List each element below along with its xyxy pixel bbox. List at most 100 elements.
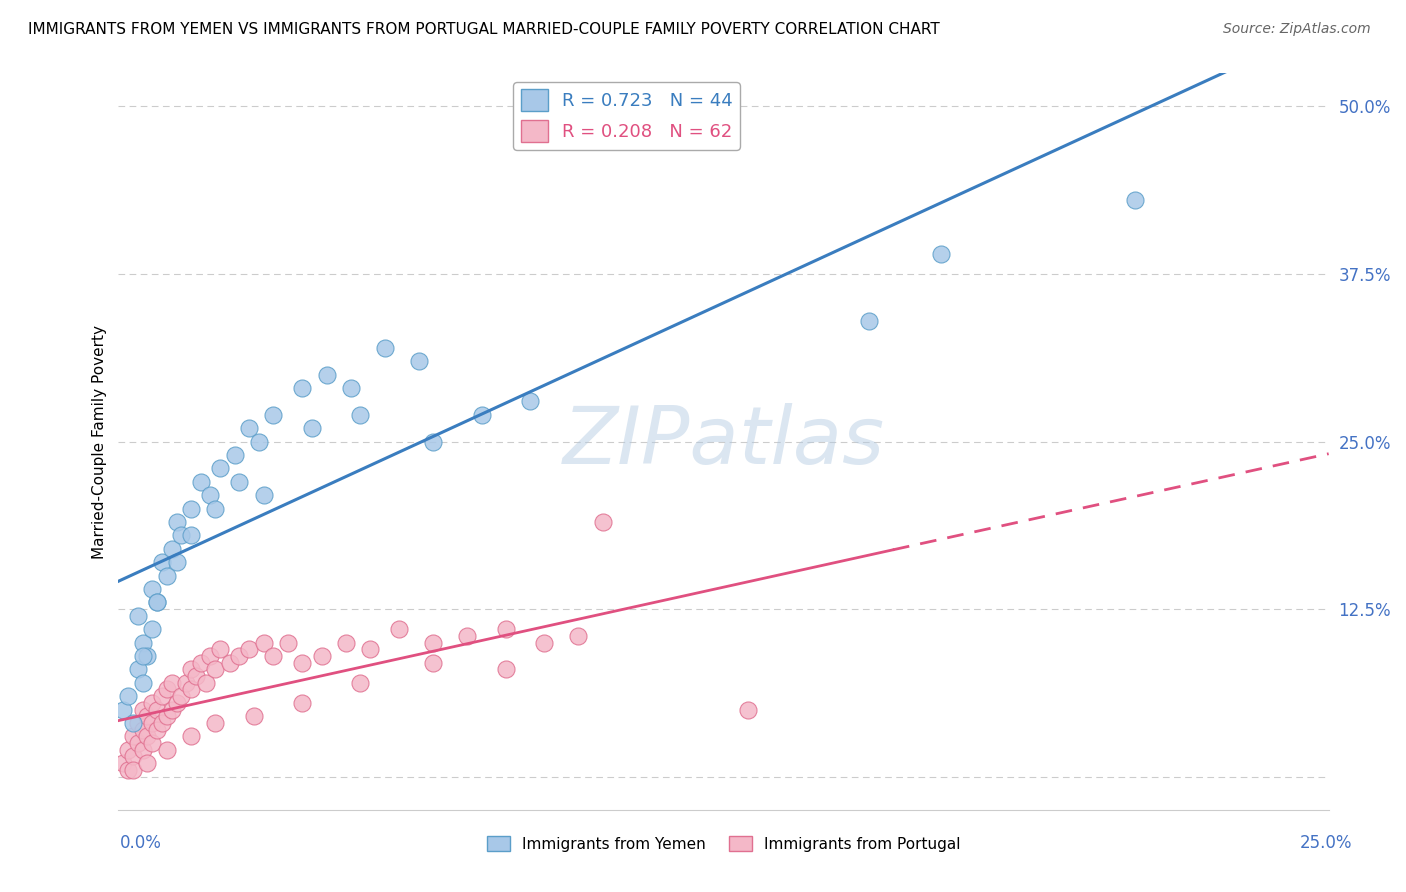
Point (150, 555, 173, 569)
Point (180, 730, 202, 744)
Point (592, 515, 614, 529)
Point (141, 622, 163, 636)
Point (238, 421, 260, 435)
Point (204, 662, 226, 676)
Point (349, 408, 371, 422)
Point (156, 682, 179, 697)
Text: IMMIGRANTS FROM YEMEN VS IMMIGRANTS FROM PORTUGAL MARRIED-COUPLE FAMILY POVERTY : IMMIGRANTS FROM YEMEN VS IMMIGRANTS FROM… (28, 22, 939, 37)
Point (359, 642, 381, 657)
Point (146, 595, 169, 609)
Point (174, 675, 197, 690)
Point (374, 341, 396, 355)
Point (141, 716, 163, 731)
Point (131, 675, 153, 690)
Point (112, 702, 135, 716)
Point (166, 515, 188, 529)
Point (127, 716, 149, 731)
Point (315, 368, 337, 382)
Point (170, 528, 193, 542)
Point (122, 730, 145, 744)
Point (180, 501, 202, 516)
Point (160, 675, 183, 690)
Point (311, 648, 333, 663)
Point (180, 682, 202, 697)
Point (141, 736, 163, 750)
Point (422, 635, 444, 649)
Point (277, 635, 299, 649)
Point (156, 568, 179, 582)
Point (737, 702, 759, 716)
Point (141, 696, 163, 710)
Point (170, 689, 193, 703)
Point (291, 696, 314, 710)
Point (136, 756, 159, 771)
Text: Source: ZipAtlas.com: Source: ZipAtlas.com (1223, 22, 1371, 37)
Point (495, 622, 517, 636)
Point (253, 488, 276, 502)
Point (146, 595, 169, 609)
Legend: R = 0.723   N = 44, R = 0.208   N = 62: R = 0.723 N = 44, R = 0.208 N = 62 (513, 82, 740, 150)
Point (160, 541, 183, 556)
Point (166, 696, 188, 710)
Text: ZIPatlas: ZIPatlas (562, 402, 884, 481)
Point (238, 642, 260, 657)
Point (301, 421, 323, 435)
Point (141, 582, 163, 596)
Point (456, 629, 478, 643)
Point (112, 756, 135, 771)
Point (156, 743, 179, 757)
Point (204, 501, 226, 516)
Point (127, 608, 149, 623)
Point (1123, 194, 1146, 208)
Text: 25.0%: 25.0% (1301, 834, 1353, 852)
Point (335, 635, 357, 649)
Point (422, 656, 444, 670)
Point (122, 763, 145, 777)
Point (146, 702, 169, 716)
Point (117, 689, 139, 703)
Y-axis label: Married-Couple Family Poverty: Married-Couple Family Poverty (93, 325, 107, 558)
Point (204, 716, 226, 731)
Point (340, 381, 363, 395)
Point (247, 434, 270, 449)
Point (224, 448, 246, 462)
Point (243, 709, 266, 723)
Point (931, 247, 953, 261)
Point (136, 709, 159, 723)
Text: 0.0%: 0.0% (120, 834, 162, 852)
Point (127, 662, 149, 676)
Point (146, 723, 169, 737)
Point (408, 354, 430, 368)
Point (291, 381, 314, 395)
Point (291, 656, 314, 670)
Point (253, 635, 276, 649)
Point (567, 629, 589, 643)
Point (131, 702, 153, 716)
Point (194, 675, 217, 690)
Point (136, 648, 159, 663)
Point (160, 702, 183, 716)
Point (131, 723, 153, 737)
Point (262, 408, 284, 422)
Point (228, 475, 250, 489)
Point (156, 709, 179, 723)
Point (150, 716, 173, 731)
Point (136, 730, 159, 744)
Point (190, 656, 212, 670)
Point (166, 555, 188, 569)
Point (470, 408, 492, 422)
Point (184, 669, 207, 683)
Point (117, 763, 139, 777)
Point (180, 662, 202, 676)
Point (209, 461, 232, 475)
Point (122, 716, 145, 731)
Point (228, 648, 250, 663)
Point (218, 656, 240, 670)
Point (388, 622, 411, 636)
Point (422, 434, 444, 449)
Point (127, 736, 149, 750)
Point (858, 314, 880, 328)
Point (117, 743, 139, 757)
Point (131, 648, 153, 663)
Point (131, 743, 153, 757)
